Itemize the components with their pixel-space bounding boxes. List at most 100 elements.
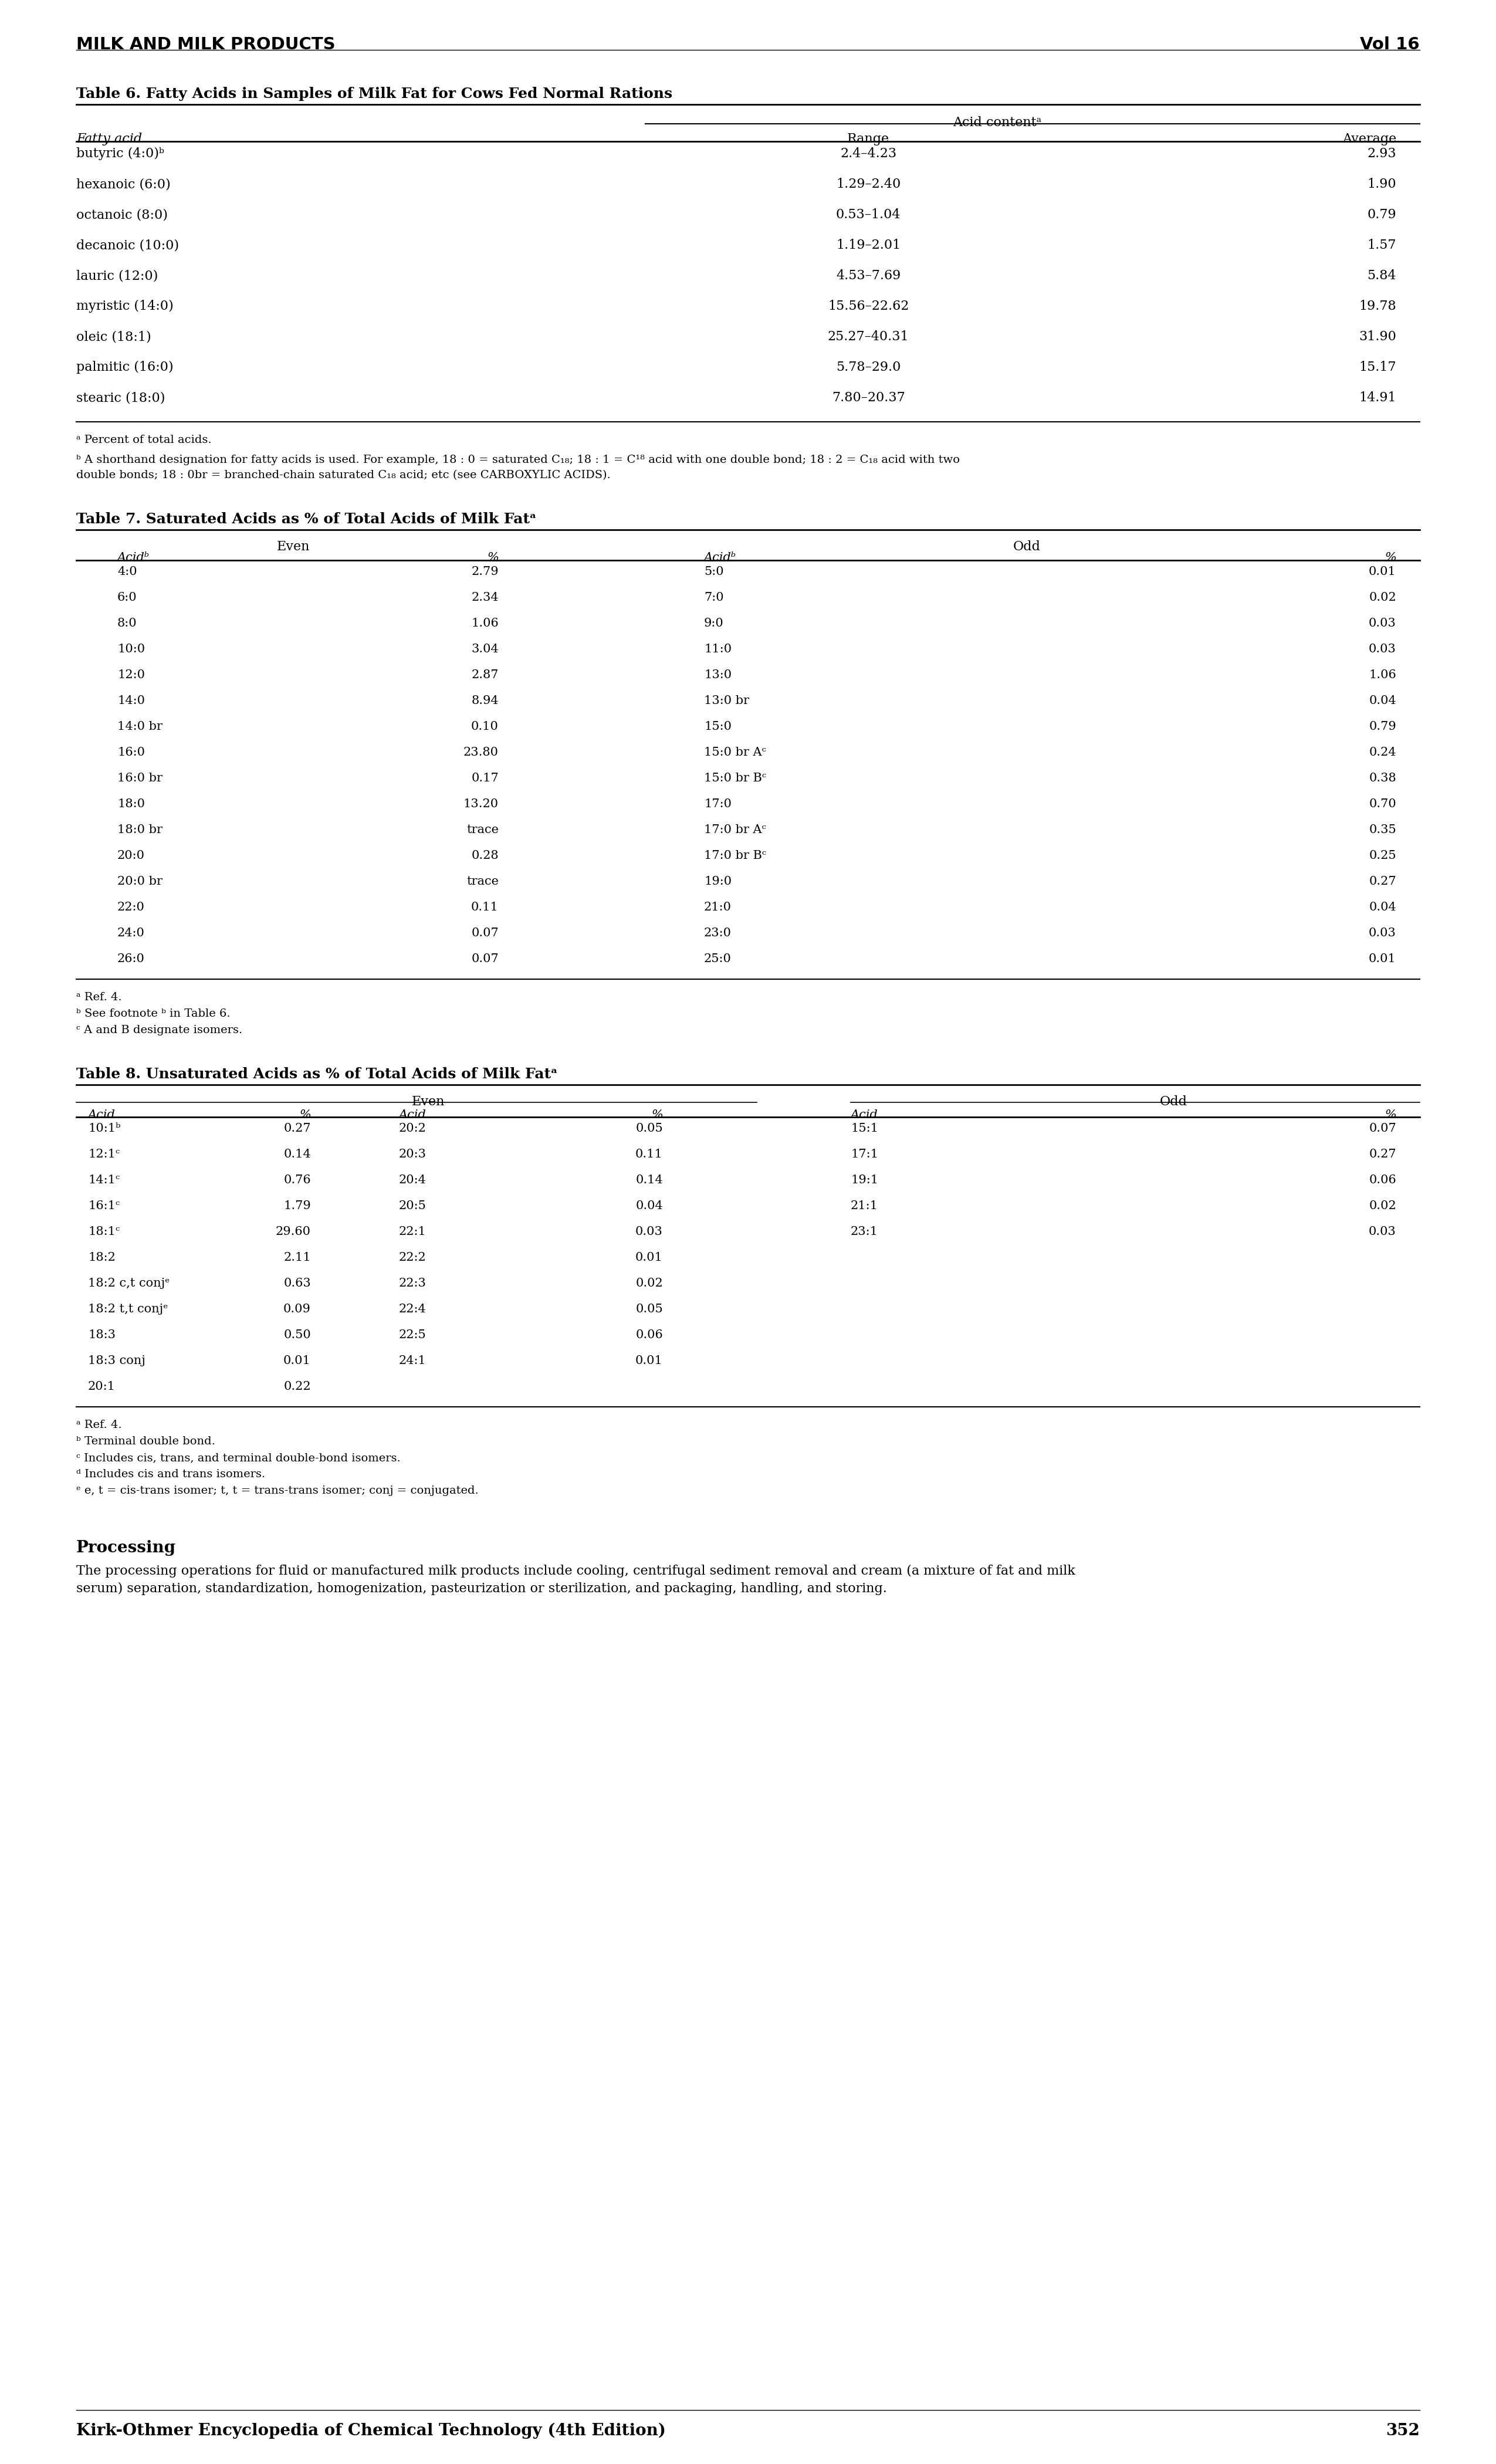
Text: Vol 16: Vol 16 <box>1360 37 1420 52</box>
Text: 20:3: 20:3 <box>399 1148 426 1161</box>
Text: Acid contentᵃ: Acid contentᵃ <box>953 116 1041 128</box>
Text: lauric (12:0): lauric (12:0) <box>76 269 159 283</box>
Text: 20:1: 20:1 <box>88 1380 115 1392</box>
Text: 0.03: 0.03 <box>1369 618 1396 628</box>
Text: 0.02: 0.02 <box>1369 591 1396 604</box>
Text: trace: trace <box>467 825 498 835</box>
Text: Even: Even <box>411 1096 444 1109</box>
Text: 18:2: 18:2 <box>88 1252 115 1264</box>
Text: Table 7. Saturated Acids as % of Total Acids of Milk Fatᵃ: Table 7. Saturated Acids as % of Total A… <box>76 513 537 527</box>
Text: 2.87: 2.87 <box>471 670 498 680</box>
Text: 0.63: 0.63 <box>284 1279 311 1289</box>
Text: 5.78–29.0: 5.78–29.0 <box>836 360 901 375</box>
Text: 0.11: 0.11 <box>471 902 498 912</box>
Text: MILK AND MILK PRODUCTS: MILK AND MILK PRODUCTS <box>76 37 335 52</box>
Text: 0.79: 0.79 <box>1367 209 1396 222</box>
Text: 1.06: 1.06 <box>1369 670 1396 680</box>
Text: 9:0: 9:0 <box>705 618 724 628</box>
Text: %: % <box>488 552 498 564</box>
Text: 13:0 br: 13:0 br <box>705 695 749 707</box>
Text: 0.09: 0.09 <box>283 1303 311 1316</box>
Text: 0.02: 0.02 <box>1369 1200 1396 1212</box>
Text: %: % <box>1385 552 1396 564</box>
Text: Acid: Acid <box>851 1109 878 1121</box>
Text: 0.07: 0.07 <box>471 954 498 963</box>
Text: 0.03: 0.03 <box>636 1227 663 1237</box>
Text: ᶜ A and B designate isomers.: ᶜ A and B designate isomers. <box>76 1025 242 1035</box>
Text: hexanoic (6:0): hexanoic (6:0) <box>76 177 171 190</box>
Text: 15:0: 15:0 <box>705 722 732 732</box>
Text: 22:5: 22:5 <box>399 1331 426 1340</box>
Text: 0.27: 0.27 <box>1369 875 1396 887</box>
Text: 22:2: 22:2 <box>399 1252 426 1264</box>
Text: ᵈ Includes cis and trans isomers.: ᵈ Includes cis and trans isomers. <box>76 1469 265 1478</box>
Text: %: % <box>1385 1109 1396 1121</box>
Text: 0.07: 0.07 <box>1369 1124 1396 1133</box>
Text: Acid: Acid <box>399 1109 426 1121</box>
Text: Average: Average <box>1342 133 1396 145</box>
Text: 0.01: 0.01 <box>1369 954 1396 963</box>
Text: 20:5: 20:5 <box>399 1200 426 1212</box>
Text: 0.27: 0.27 <box>1369 1148 1396 1161</box>
Text: 17:0: 17:0 <box>705 798 732 811</box>
Text: 1.19–2.01: 1.19–2.01 <box>836 239 901 251</box>
Text: 0.01: 0.01 <box>1369 567 1396 577</box>
Text: 19.78: 19.78 <box>1358 301 1396 313</box>
Text: 1.57: 1.57 <box>1367 239 1396 251</box>
Text: 13:0: 13:0 <box>705 670 732 680</box>
Text: Table 6. Fatty Acids in Samples of Milk Fat for Cows Fed Normal Rations: Table 6. Fatty Acids in Samples of Milk … <box>76 86 672 101</box>
Text: 0.53–1.04: 0.53–1.04 <box>836 209 901 222</box>
Text: stearic (18:0): stearic (18:0) <box>76 392 165 404</box>
Text: Even: Even <box>277 540 310 554</box>
Text: 0.06: 0.06 <box>1369 1175 1396 1185</box>
Text: 21:1: 21:1 <box>851 1200 878 1212</box>
Text: Odd: Odd <box>1159 1096 1188 1109</box>
Text: 14:0: 14:0 <box>117 695 145 707</box>
Text: 23:1: 23:1 <box>851 1227 878 1237</box>
Text: 20:0 br: 20:0 br <box>117 875 163 887</box>
Text: 0.03: 0.03 <box>1369 643 1396 655</box>
Text: trace: trace <box>467 875 498 887</box>
Text: 4.53–7.69: 4.53–7.69 <box>836 269 901 283</box>
Text: 20:2: 20:2 <box>399 1124 426 1133</box>
Text: 22:4: 22:4 <box>399 1303 426 1316</box>
Text: Acidᵇ: Acidᵇ <box>705 552 736 564</box>
Text: oleic (18:1): oleic (18:1) <box>76 330 151 342</box>
Text: 29.60: 29.60 <box>275 1227 311 1237</box>
Text: %: % <box>651 1109 663 1121</box>
Text: 17:0 br Bᶜ: 17:0 br Bᶜ <box>705 850 766 862</box>
Text: ᵃ Percent of total acids.: ᵃ Percent of total acids. <box>76 434 211 446</box>
Text: 18:3: 18:3 <box>88 1331 115 1340</box>
Text: 0.03: 0.03 <box>1369 1227 1396 1237</box>
Text: 20:4: 20:4 <box>399 1175 426 1185</box>
Text: 10:0: 10:0 <box>117 643 145 655</box>
Text: ᵇ See footnote ᵇ in Table 6.: ᵇ See footnote ᵇ in Table 6. <box>76 1008 230 1020</box>
Text: 0.79: 0.79 <box>1369 722 1396 732</box>
Text: Kirk-Othmer Encyclopedia of Chemical Technology (4th Edition): Kirk-Othmer Encyclopedia of Chemical Tec… <box>76 2422 666 2439</box>
Text: 23.80: 23.80 <box>464 747 498 759</box>
Text: 8.94: 8.94 <box>471 695 498 707</box>
Text: 2.34: 2.34 <box>471 591 498 604</box>
Text: 0.17: 0.17 <box>471 774 498 784</box>
Text: 18:0: 18:0 <box>117 798 145 811</box>
Text: Processing: Processing <box>76 1540 177 1555</box>
Text: 16:1ᶜ: 16:1ᶜ <box>88 1200 120 1212</box>
Text: 0.24: 0.24 <box>1369 747 1396 759</box>
Text: 7:0: 7:0 <box>705 591 724 604</box>
Text: ᵇ Terminal double bond.: ᵇ Terminal double bond. <box>76 1437 215 1446</box>
Text: 0.02: 0.02 <box>636 1279 663 1289</box>
Text: 24:1: 24:1 <box>399 1355 426 1368</box>
Text: 0.14: 0.14 <box>284 1148 311 1161</box>
Text: The processing operations for fluid or manufactured milk products include coolin: The processing operations for fluid or m… <box>76 1565 1076 1577</box>
Text: butyric (4:0)ᵇ: butyric (4:0)ᵇ <box>76 148 165 160</box>
Text: 11:0: 11:0 <box>705 643 732 655</box>
Text: decanoic (10:0): decanoic (10:0) <box>76 239 180 251</box>
Text: ᵇ A shorthand designation for fatty acids is used. For example, 18 : 0 = saturat: ᵇ A shorthand designation for fatty acid… <box>76 456 960 466</box>
Text: 10:1ᵇ: 10:1ᵇ <box>88 1124 121 1133</box>
Text: 16:0: 16:0 <box>117 747 145 759</box>
Text: 0.04: 0.04 <box>636 1200 663 1212</box>
Text: 19:1: 19:1 <box>851 1175 878 1185</box>
Text: 0.10: 0.10 <box>471 722 498 732</box>
Text: 0.01: 0.01 <box>636 1252 663 1264</box>
Text: 16:0 br: 16:0 br <box>117 774 163 784</box>
